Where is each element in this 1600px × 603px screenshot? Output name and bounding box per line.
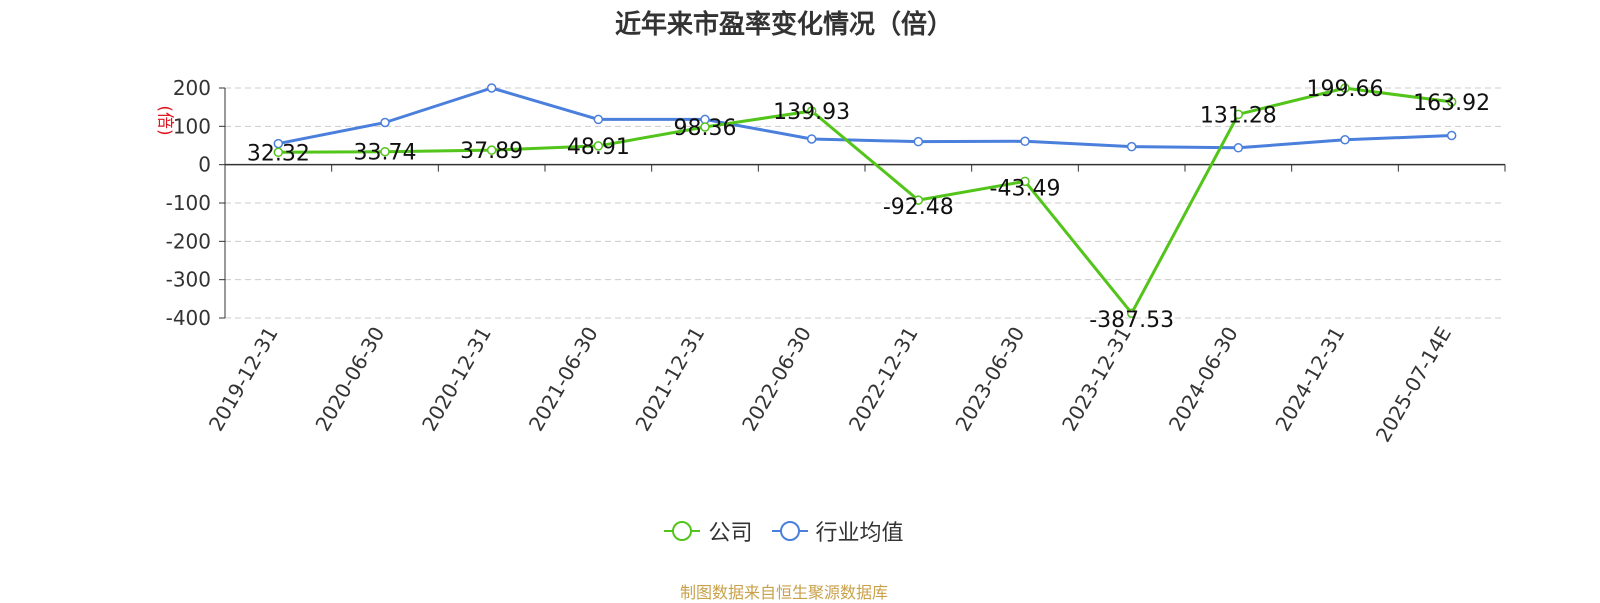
legend-marker-industry-average [771,521,808,541]
company-point [486,145,497,155]
industry-average-point [1020,136,1030,147]
x-category-label: 2023-06-30 [950,323,1029,436]
industry-average-point [1340,135,1350,145]
x-category-label: 2024-12-31 [1270,323,1349,436]
y-tick-label: 0 [198,153,211,177]
x-category-label: 2022-06-30 [737,323,816,436]
industry-average-point [1233,143,1244,153]
x-category-label: 2019-12-31 [204,323,283,436]
y-tick-label: -200 [166,229,211,253]
company-point [1446,97,1457,107]
industry-average-point [806,134,817,144]
company-data-label: 98.36 [674,116,737,141]
industry-average-point [1446,130,1457,141]
company-pe-line [278,86,1452,315]
x-category-label: 2020-12-31 [417,322,496,435]
x-category-label: 2022-12-31 [844,322,923,435]
industry-average-point [1126,141,1137,152]
company-data-label: 48.91 [567,135,630,160]
company-data-label: 131.28 [1200,103,1277,128]
legend: 公司 行业均值 [0,515,1568,547]
x-category-label: 2023-12-31 [1057,323,1136,436]
industry-average-point [593,114,604,125]
company-data-label: 37.89 [460,139,523,164]
company-data-label: 32.32 [247,141,310,166]
company-point [913,195,924,205]
industry-average-point [380,117,390,128]
y-tick-label: 100 [173,114,211,138]
company-point [273,147,284,158]
company-point [1126,308,1137,318]
company-data-label: -43.49 [990,176,1061,201]
company-point [1233,109,1244,120]
company-point [380,146,390,157]
company-point [806,106,817,116]
company-data-label: 163.92 [1413,91,1490,116]
data-source-note: 制图数据来自恒生聚源数据库 [679,583,888,602]
x-category-label: 2025-07-14E [1371,323,1456,447]
legend-marker-company [664,521,701,541]
legend-item-company[interactable]: 公司 [664,515,753,547]
industry-average-line [278,86,1452,150]
company-data-label: -92.48 [883,195,954,220]
company-point [1340,83,1350,93]
x-category-label: 2021-12-31 [630,323,709,436]
x-category-label: 2021-06-30 [524,323,603,436]
x-category-label: 2020-06-30 [310,323,389,436]
company-point [700,122,710,132]
industry-average-point [913,136,924,147]
legend-label-industry-average: 行业均值 [815,521,904,546]
company-point [1020,176,1030,187]
y-tick-label: 200 [173,76,211,100]
y-tick-label: -100 [166,191,211,215]
company-data-label: 199.66 [1307,77,1384,102]
legend-label-company: 公司 [708,521,753,546]
industry-average-point [486,83,497,93]
y-tick-label: -400 [166,306,211,330]
company-data-label: -387.53 [1089,308,1174,333]
y-tick-label: -300 [166,268,211,292]
legend-item-industry-average[interactable]: 行业均值 [771,515,904,547]
chart-title: 近年来市盈率变化情况（倍） [614,10,953,40]
company-data-label: 139.93 [773,100,850,125]
x-category-label: 2024-06-30 [1164,323,1243,436]
company-point [593,141,604,151]
company-data-label: 33.74 [354,141,417,166]
